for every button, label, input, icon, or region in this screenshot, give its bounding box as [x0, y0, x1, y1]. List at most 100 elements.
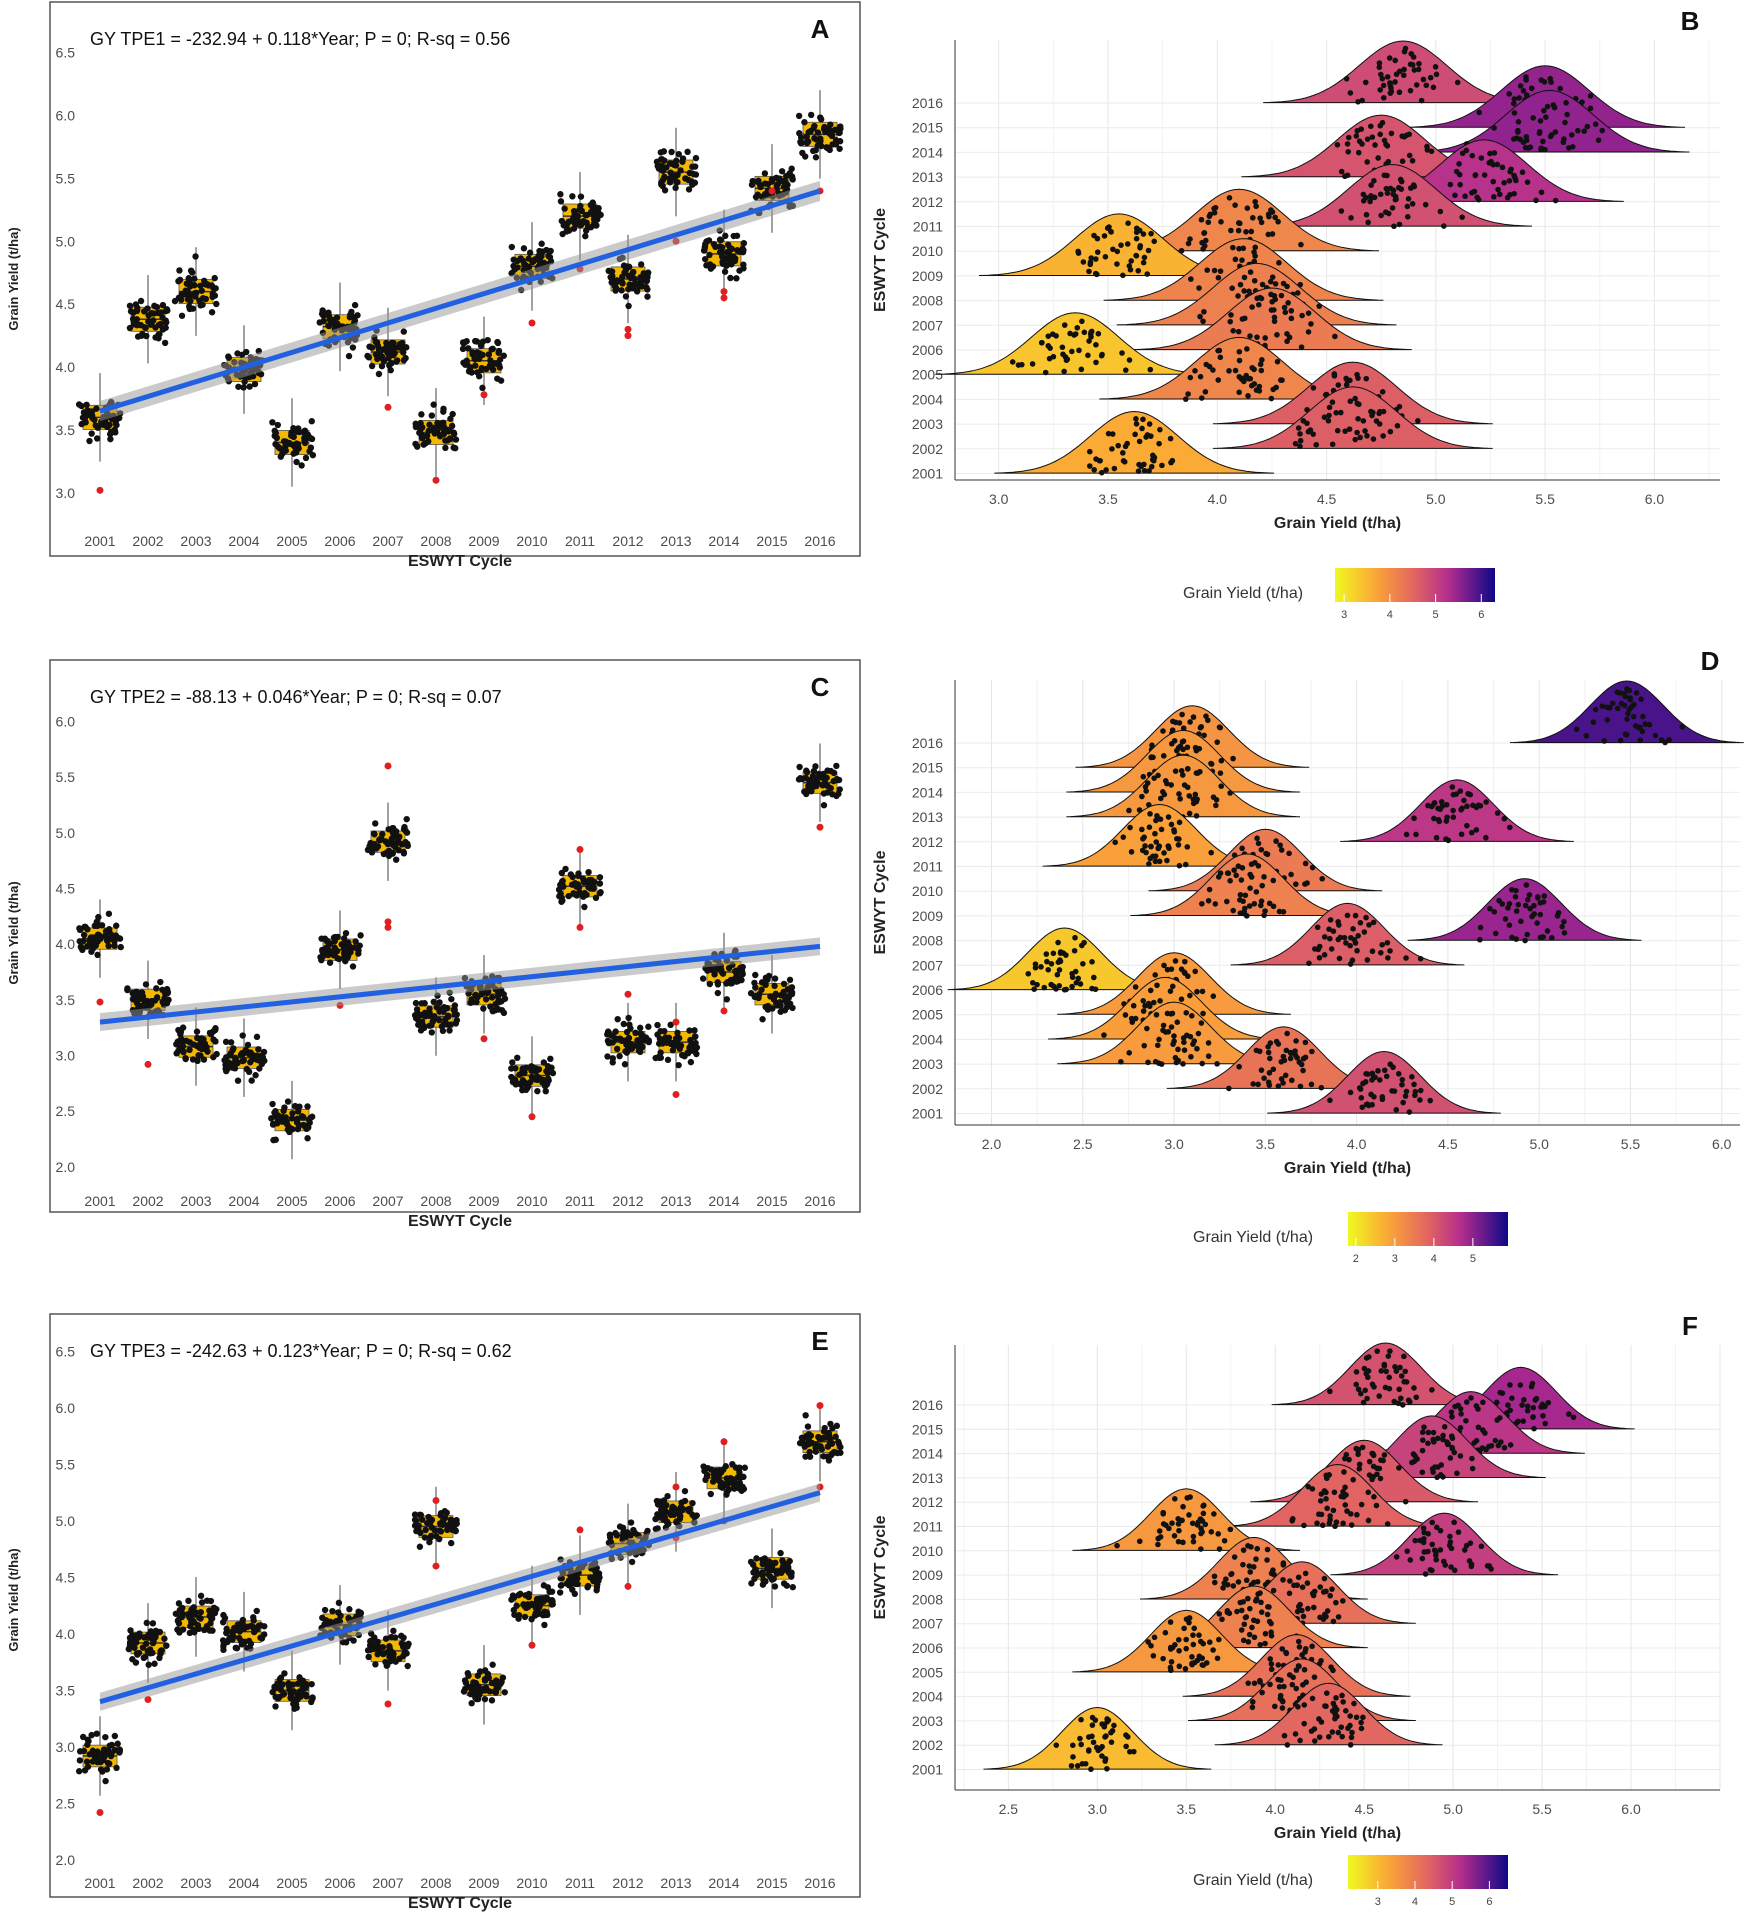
ridge-point [1355, 416, 1361, 422]
data-point [236, 1628, 243, 1635]
data-point [272, 1703, 279, 1710]
ridge-point [1385, 955, 1391, 961]
ridge-point [1679, 724, 1686, 730]
ridge-point [1326, 412, 1332, 419]
ridge-point [1379, 75, 1386, 82]
ridge-point [1326, 1472, 1333, 1478]
data-point [567, 871, 575, 878]
data-point [345, 1614, 352, 1622]
ridge-point [1093, 359, 1099, 366]
data-point [132, 301, 140, 308]
ridge-point [1119, 350, 1125, 356]
ridge-point [1372, 142, 1378, 148]
ridge-point [1327, 935, 1333, 942]
ridge-point [1411, 815, 1417, 822]
ridge-point [1396, 403, 1403, 410]
ridge-point [1491, 125, 1497, 131]
data-point [439, 1005, 447, 1012]
data-point [544, 1584, 552, 1591]
y-axis-title: ESWYT Cycle [872, 1515, 889, 1619]
ridge-point [1376, 60, 1383, 66]
outlier-point [720, 288, 728, 296]
ridge-point [1231, 867, 1237, 873]
ridge-point [1109, 431, 1116, 437]
ridge-point [1386, 1374, 1393, 1381]
data-point [817, 142, 825, 150]
ridge-point [1336, 955, 1343, 962]
ridge-point [1366, 1458, 1373, 1465]
data-point [761, 170, 769, 177]
ridge-point [1515, 1418, 1521, 1425]
data-point [329, 1607, 336, 1615]
data-point [544, 1611, 551, 1619]
ridge-point [1258, 1067, 1265, 1073]
data-point [543, 1068, 550, 1075]
ridge-point [1450, 814, 1457, 820]
data-point [673, 157, 680, 164]
ridge-point [1398, 1373, 1405, 1379]
ridge-point [1402, 1368, 1409, 1375]
ridge-point [1141, 467, 1148, 474]
data-point [786, 976, 794, 984]
ridge-point [1192, 367, 1198, 374]
data-point [404, 1662, 411, 1670]
ridge-point [1264, 851, 1271, 858]
ridge-point [1361, 929, 1368, 935]
ridge-point [1167, 435, 1174, 442]
ridge-density [1340, 779, 1574, 842]
data-point [759, 1016, 766, 1023]
data-point [686, 169, 693, 177]
ridge-point [1045, 333, 1052, 339]
ridge-point [1197, 1516, 1204, 1522]
ridge-point [1327, 1388, 1333, 1395]
data-point [627, 274, 634, 282]
panel-border [49, 1, 861, 557]
data-point [605, 1539, 613, 1546]
ridge-point [1464, 803, 1470, 810]
data-point [105, 1747, 112, 1754]
ridge-point [1507, 1407, 1513, 1414]
data-point [439, 1521, 447, 1528]
ridge-point [1246, 288, 1252, 295]
ridge-point [1371, 1493, 1377, 1500]
ridge-point [1063, 952, 1069, 958]
data-point [304, 1103, 311, 1110]
data-point [633, 288, 641, 295]
ridge-point [1318, 1084, 1325, 1091]
data-point [412, 999, 420, 1007]
data-point [795, 776, 803, 783]
ridge-point [1061, 322, 1068, 328]
ridge-point [1549, 935, 1555, 941]
data-point [802, 1453, 809, 1460]
data-point [116, 1746, 123, 1753]
ridge-point [1258, 295, 1265, 302]
data-point [716, 243, 723, 250]
ridge-point [1283, 1047, 1290, 1054]
ridge-point [1540, 934, 1546, 940]
ridge-point [1399, 1081, 1405, 1088]
ridge-point [1148, 843, 1154, 850]
data-point [260, 1048, 268, 1056]
legend-tick-label: 2 [1353, 1253, 1359, 1265]
legend-title: Grain Yield (t/ha) [1193, 1229, 1313, 1246]
ridge-point [1355, 375, 1361, 381]
ridge-point [1507, 824, 1513, 831]
data-point [222, 1038, 230, 1046]
ridge-point [1399, 1076, 1406, 1083]
data-point [692, 154, 700, 162]
data-point [684, 1506, 692, 1513]
data-point [176, 267, 183, 274]
ridge-point [1410, 182, 1417, 188]
data-point [220, 1611, 227, 1619]
data-point [138, 989, 146, 996]
data-point [661, 165, 668, 172]
data-point [426, 421, 433, 428]
ridge-point [1463, 1399, 1470, 1405]
data-point [810, 767, 818, 775]
data-point [372, 1641, 379, 1649]
ridge-point [1151, 775, 1157, 781]
ridge-point [1144, 1025, 1150, 1032]
ridge-point [1072, 934, 1078, 941]
data-point [249, 1056, 256, 1063]
